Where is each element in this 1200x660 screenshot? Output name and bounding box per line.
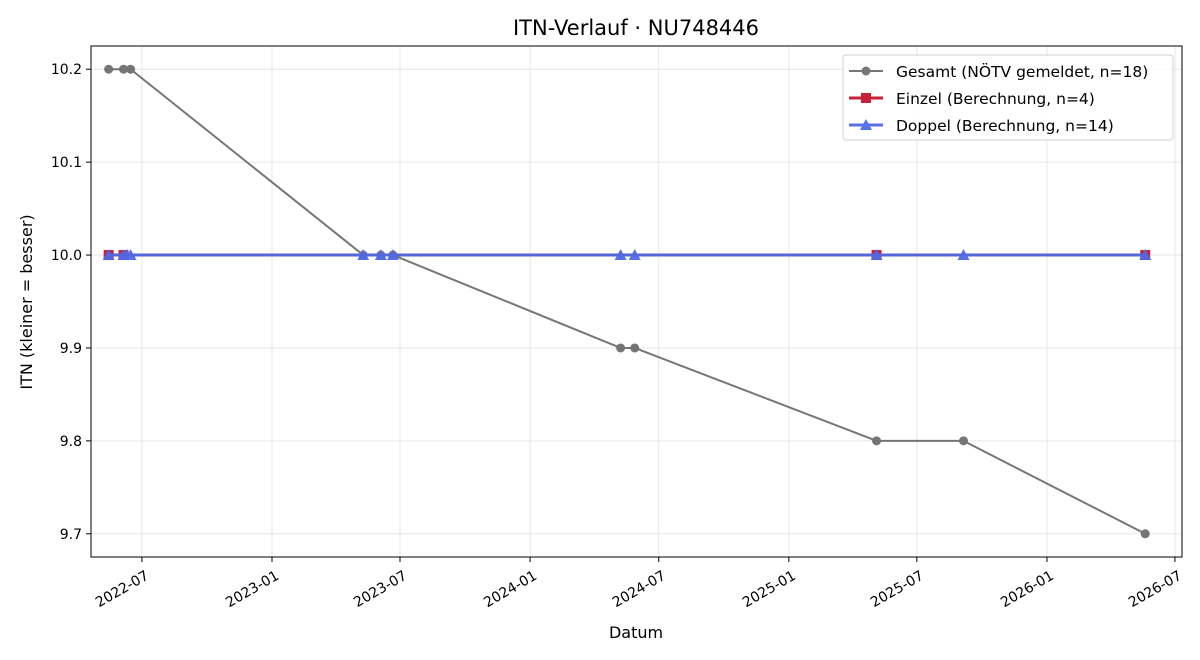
data-point — [102, 249, 115, 261]
y-tick-label: 10.0 — [51, 248, 82, 264]
data-point — [628, 249, 641, 261]
legend-label: Einzel (Berechnung, n=4) — [896, 90, 1095, 108]
chart-title: ITN-Verlauf · NU748446 — [513, 16, 759, 40]
data-point — [104, 64, 114, 74]
legend-marker — [861, 66, 871, 76]
y-tick-label: 10.1 — [51, 155, 82, 171]
legend-marker — [860, 119, 872, 130]
data-point — [126, 64, 136, 74]
data-point — [614, 249, 627, 261]
legend-entry — [849, 93, 883, 103]
data-point — [119, 64, 129, 74]
series-triangle — [102, 249, 1152, 261]
y-tick-label: 9.8 — [60, 434, 82, 450]
plot-frame — [90, 45, 1183, 558]
legend: Gesamt (NÖTV gemeldet, n=18) Einzel (Bere… — [842, 54, 1174, 141]
legend-marker — [861, 93, 871, 103]
y-tick-label: 9.7 — [60, 527, 82, 543]
y-tick-label: 10.2 — [51, 62, 82, 78]
data-point — [357, 249, 370, 261]
data-point — [374, 249, 387, 261]
data-point — [959, 436, 969, 446]
legend-label: Doppel (Berechnung, n=14) — [896, 117, 1114, 135]
data-point — [386, 249, 399, 261]
x-axis-label: Datum — [609, 623, 663, 642]
legend-entry — [849, 66, 883, 76]
data-point — [630, 343, 640, 353]
data-point — [870, 249, 883, 261]
data-point — [616, 343, 626, 353]
legend-frame — [842, 54, 1174, 141]
data-point — [872, 436, 882, 446]
y-axis-label: ITN (kleiner = besser) — [17, 214, 36, 389]
legend-label: Gesamt (NÖTV gemeldet, n=18) — [896, 62, 1148, 81]
series-layer — [102, 64, 1152, 539]
data-point — [124, 249, 137, 261]
legend-entry — [849, 119, 883, 130]
data-point — [957, 249, 970, 261]
y-tick-label: 9.9 — [60, 341, 82, 357]
data-point — [1139, 249, 1152, 261]
data-point — [1140, 529, 1150, 539]
